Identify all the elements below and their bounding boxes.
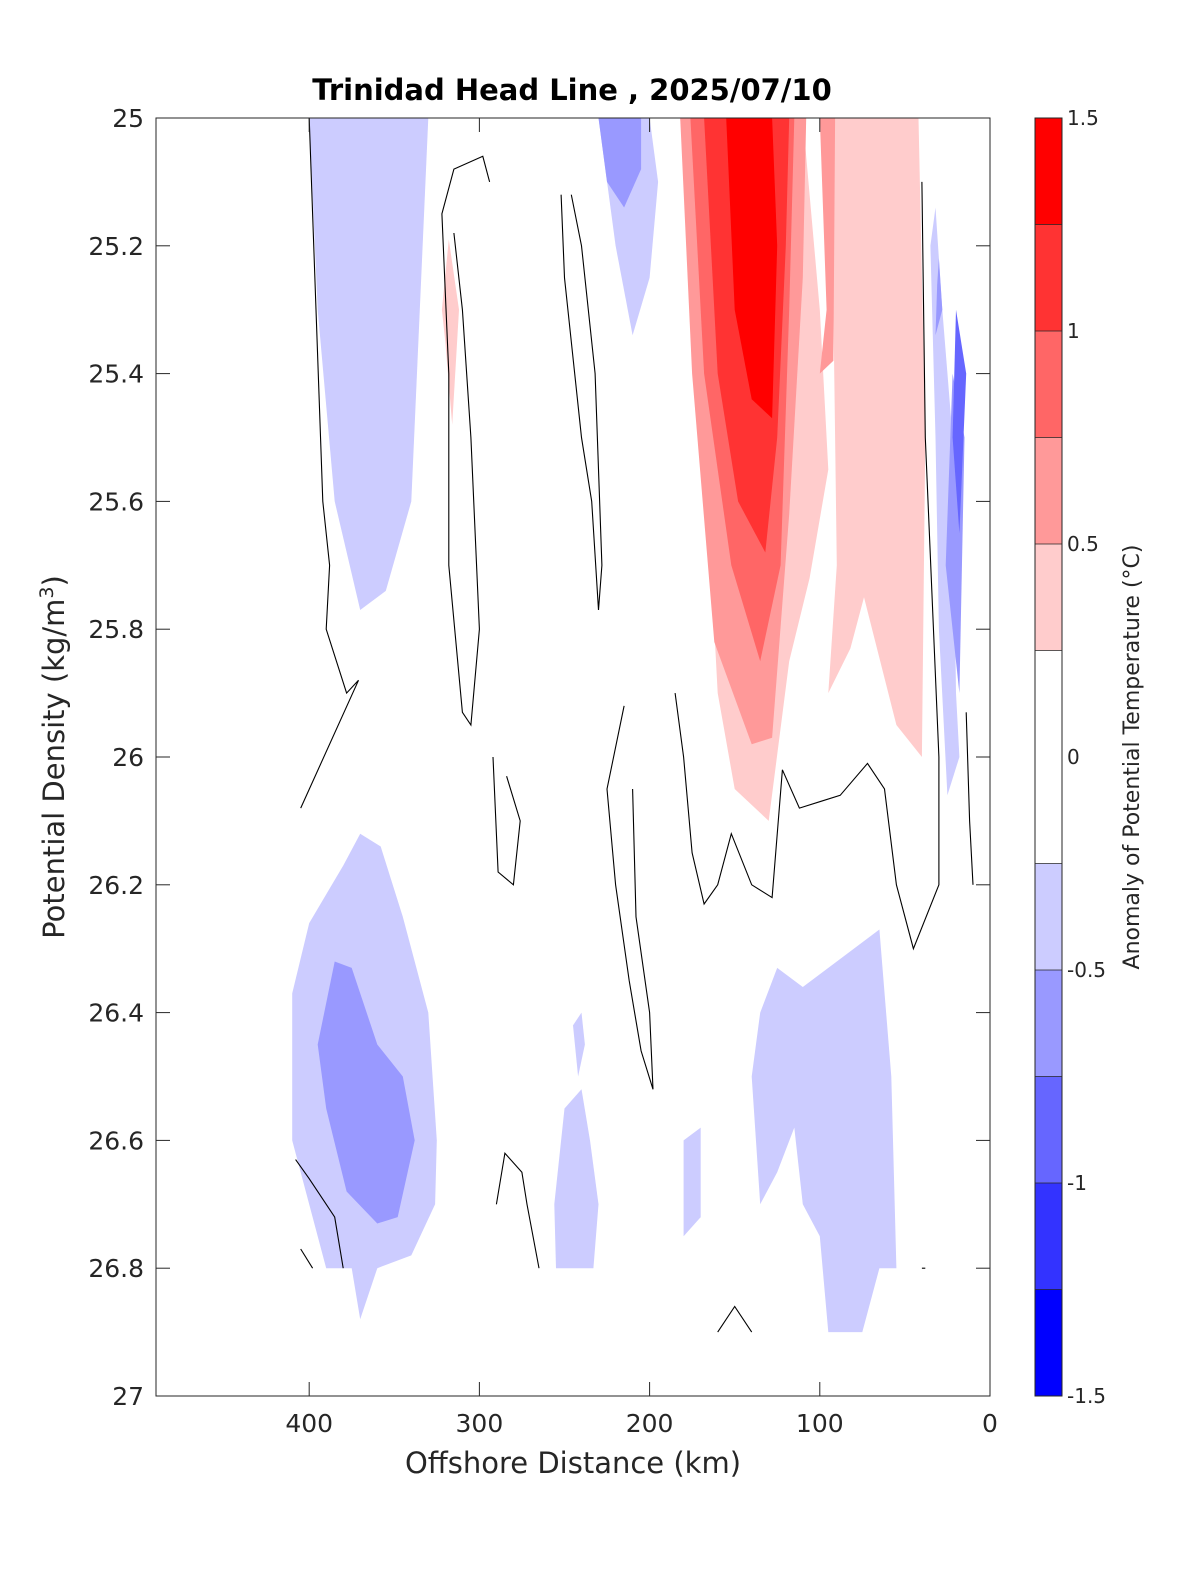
y-axis-label-superscript: 3 bbox=[36, 586, 58, 598]
y-tick-label-2: 25.4 bbox=[88, 360, 144, 389]
anomaly-region-20 bbox=[952, 309, 967, 534]
x-axis-label: Offshore Distance (km) bbox=[405, 1446, 741, 1480]
anomaly-region-15 bbox=[751, 929, 897, 1333]
colorbar-swatch-9 bbox=[1035, 1183, 1062, 1290]
x-tick-label-2: 200 bbox=[626, 1409, 674, 1438]
colorbar-label: Anomaly of Potential Temperature (°C) bbox=[1120, 545, 1145, 970]
y-tick-label-4: 25.8 bbox=[88, 615, 144, 644]
y-tick-label-1: 25.2 bbox=[88, 232, 144, 261]
colorbar-tick-label-3: 0 bbox=[1067, 745, 1080, 769]
anomaly-region-8 bbox=[309, 118, 429, 610]
contour-line-10 bbox=[965, 712, 974, 885]
colorbar-tick-label-2: 0.5 bbox=[1067, 532, 1099, 556]
contour-line-2 bbox=[492, 756, 521, 886]
colorbar-swatch-7 bbox=[1035, 970, 1062, 1077]
colorbar-swatch-4 bbox=[1035, 544, 1062, 651]
y-axis-label-end: ) bbox=[37, 575, 71, 586]
colorbar-tick-label-1: 1 bbox=[1067, 319, 1080, 343]
anomaly-region-18 bbox=[935, 258, 943, 336]
filled-contours bbox=[292, 118, 967, 1333]
y-axis-label: Potential Density (kg/m3) bbox=[36, 575, 71, 939]
contour-line-6 bbox=[295, 1159, 344, 1269]
colorbar-swatch-10 bbox=[1035, 1289, 1062, 1396]
y-tick-label-6: 26.2 bbox=[88, 871, 144, 900]
colorbar-swatch-0 bbox=[1035, 118, 1062, 225]
y-tick-label-3: 25.6 bbox=[88, 487, 144, 516]
y-tick-label-0: 25 bbox=[112, 104, 144, 133]
plot-frame bbox=[155, 117, 991, 1397]
anomaly-region-13 bbox=[683, 1127, 701, 1237]
y-tick-label-8: 26.6 bbox=[88, 1126, 144, 1155]
colorbar-frame bbox=[1034, 117, 1063, 1397]
colorbar-ticks: 1.5 1 0.5 0 -0.5 -1 -1.5 bbox=[1067, 106, 1106, 1408]
colorbar-swatches bbox=[1035, 118, 1062, 1396]
anomaly-region-17 bbox=[598, 118, 642, 208]
y-tick-labels: 25 25.2 25.4 25.6 25.8 26 26.2 26.4 26.6 26.8 27 bbox=[88, 104, 144, 1411]
anomaly-region-4 bbox=[819, 118, 836, 374]
contour-line-7 bbox=[300, 1248, 314, 1269]
colorbar-swatch-3 bbox=[1035, 437, 1062, 544]
colorbar-tick-label-6: -1.5 bbox=[1067, 1384, 1106, 1408]
y-tick-label-9: 26.8 bbox=[88, 1254, 144, 1283]
anomaly-region-7 bbox=[726, 118, 778, 419]
colorbar-tick-label-5: -1 bbox=[1067, 1171, 1087, 1195]
contour-line-5 bbox=[674, 181, 940, 951]
y-tick-label-10: 27 bbox=[112, 1382, 144, 1411]
contour-line-8 bbox=[495, 1151, 540, 1269]
colorbar-swatch-2 bbox=[1035, 331, 1062, 438]
plot-area bbox=[155, 117, 991, 1397]
colorbar-swatch-1 bbox=[1035, 224, 1062, 331]
contour-line-3 bbox=[560, 194, 603, 611]
anomaly-region-14 bbox=[573, 1012, 585, 1077]
colorbar-tick-label-4: -0.5 bbox=[1067, 958, 1106, 982]
x-tick-label-0: 400 bbox=[285, 1409, 333, 1438]
y-tick-label-5: 26 bbox=[112, 743, 144, 772]
contour-line-9 bbox=[717, 1305, 753, 1333]
y-tick-label-7: 26.4 bbox=[88, 999, 144, 1028]
anomaly-region-2 bbox=[441, 239, 459, 425]
contour-line-1 bbox=[441, 155, 491, 727]
colorbar-swatch-8 bbox=[1035, 1076, 1062, 1183]
x-tick-labels: 400 300 200 100 0 bbox=[285, 1409, 998, 1438]
anomaly-region-10 bbox=[930, 207, 960, 796]
anomaly-region-1 bbox=[819, 118, 926, 757]
colorbar-swatch-6 bbox=[1035, 863, 1062, 970]
contour-lines bbox=[295, 117, 974, 1333]
anomaly-region-16 bbox=[317, 961, 415, 1224]
x-tick-label-4: 0 bbox=[982, 1409, 998, 1438]
colorbar-swatch-5 bbox=[1035, 650, 1062, 864]
chart-title: Trinidad Head Line , 2025/07/10 bbox=[312, 73, 832, 107]
colorbar: 1.5 1 0.5 0 -0.5 -1 -1.5 bbox=[1034, 106, 1106, 1408]
contour-line-4 bbox=[606, 705, 654, 1090]
x-tick-label-1: 300 bbox=[456, 1409, 504, 1438]
y-axis-label-main: Potential Density (kg/m bbox=[37, 599, 71, 939]
x-tick-label-3: 100 bbox=[796, 1409, 844, 1438]
anomaly-region-12 bbox=[554, 1089, 599, 1269]
contour-line-0 bbox=[300, 117, 360, 809]
colorbar-tick-label-0: 1.5 bbox=[1067, 106, 1099, 130]
